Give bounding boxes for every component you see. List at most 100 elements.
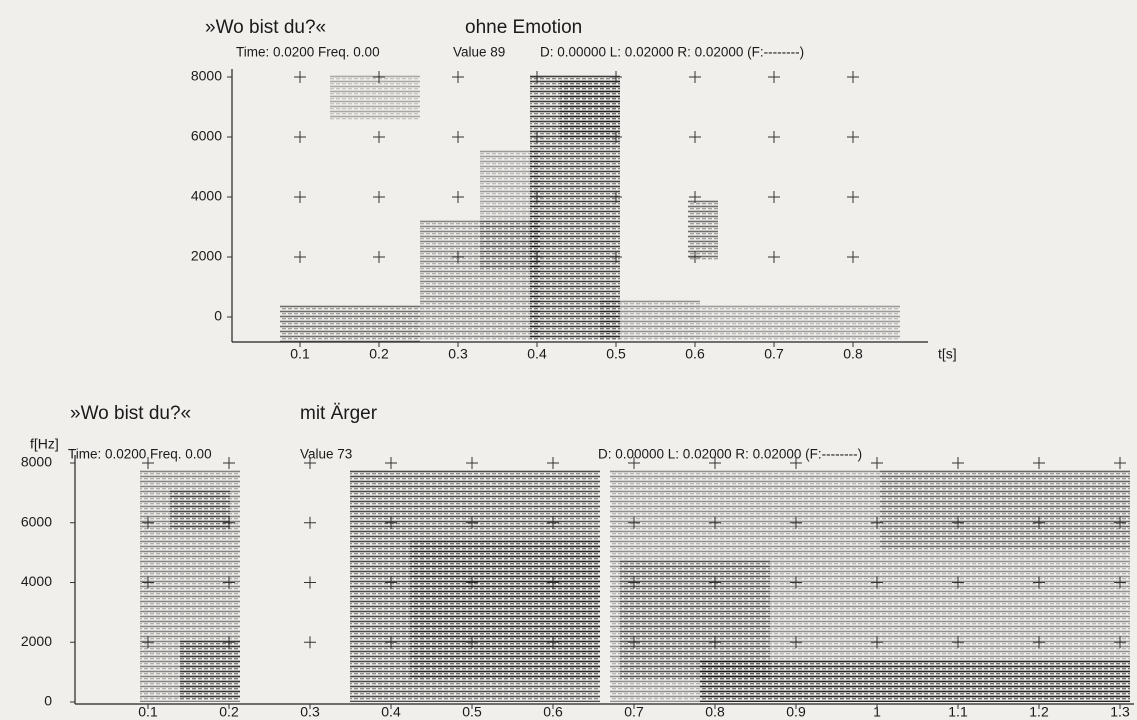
grid-cross [304,516,316,529]
x-tick-label: 0.3 [300,704,320,720]
phrase: »Wo bist du?« [205,17,326,38]
grid-cross [689,251,701,263]
grid-cross [709,576,721,589]
grid-cross [628,457,640,469]
grid-cross [385,576,397,589]
y-axis-label: f[Hz] [30,436,59,452]
x-tick-label: 1.2 [1029,704,1049,720]
info-window: D: 0.00000 L: 0.02000 R: 0.02000 (F:----… [540,45,804,60]
grid-cross [142,636,154,649]
grid-cross [709,636,721,649]
x-tick-label: 1.3 [1110,704,1130,720]
x-tick-label: 0.2 [369,346,389,362]
spectrogram-patch [280,305,420,343]
x-tick-label: 0.5 [462,704,482,720]
grid-cross [142,576,154,589]
info-value: Value 89 [453,45,505,60]
y-tick-label: 8000 [21,454,52,470]
grid-cross [547,576,559,589]
grid-cross [531,191,543,203]
grid-cross [952,516,964,529]
grid-cross [452,191,464,203]
grid-cross [1114,457,1126,469]
grid-cross [790,457,802,469]
x-axis-label: t[s] [938,346,957,362]
grid-cross [1114,516,1126,529]
y-tick-label: 6000 [191,128,222,144]
grid-cross [547,516,559,529]
grid-cross [466,516,478,529]
grid-cross [223,576,235,589]
grid-cross [952,636,964,649]
spectrogram-patch [600,300,700,340]
spectrogram-texture [140,75,1130,702]
grid-cross [304,636,316,649]
x-tick-label: 0.4 [527,346,547,362]
grid-cross [373,191,385,203]
grid-cross [871,516,883,529]
x-tick-label: 0.8 [843,346,863,362]
info-value: Value 73 [300,447,352,462]
spectrogram-patch [330,75,420,120]
grid-cross [452,131,464,143]
y-tick-label: 0 [44,693,52,709]
grid-cross [847,191,859,203]
grid-cross [142,516,154,529]
spectrogram-patch [880,470,1130,550]
grid-cross [531,131,543,143]
x-tick-label: 0.1 [138,704,158,720]
grid-cross [452,251,464,263]
grid-cross [466,576,478,589]
grid-cross [142,457,154,469]
grid-cross [373,131,385,143]
x-tick-label: 1 [873,704,881,720]
grid-cross [790,636,802,649]
grid-cross [768,131,780,143]
info-window: D: 0.00000 L: 0.02000 R: 0.02000 (F:----… [598,447,862,462]
grid-cross [373,251,385,263]
y-tick-label: 2000 [191,248,222,264]
x-tick-label: 0.7 [764,346,784,362]
grid-cross [871,636,883,649]
grid-cross [1033,636,1045,649]
grid-cross [847,71,859,83]
x-tick-label: 0.9 [786,704,806,720]
y-tick-label: 8000 [191,68,222,84]
grid-cross [385,636,397,649]
grid-cross [1114,576,1126,589]
x-tick-label: 0.4 [381,704,401,720]
grid-cross [385,457,397,469]
grid-cross [294,191,306,203]
x-tick-label: 0.6 [543,704,563,720]
x-tick-label: 0.3 [448,346,468,362]
x-tick-label: 0.1 [290,346,310,362]
grid-cross [547,636,559,649]
grid-cross [610,191,622,203]
grid-cross [768,251,780,263]
grid-cross [373,71,385,83]
grid-cross [304,576,316,589]
grid-cross [304,457,316,469]
grid-cross [1114,636,1126,649]
grid-cross [628,636,640,649]
x-tick-label: 1.1 [948,704,968,720]
info-time: Time: 0.0200 Freq. 0.00 [236,45,380,60]
y-tick-label: 0 [214,308,222,324]
grid-cross [547,457,559,469]
emotion: mit Ärger [300,403,378,424]
grid-cross [768,191,780,203]
x-tick-label: 0.5 [606,346,626,362]
y-tick-label: 6000 [21,513,52,529]
grid-cross [628,516,640,529]
x-tick-label: 0.8 [705,704,725,720]
grid-cross [768,71,780,83]
y-tick-label: 2000 [21,633,52,649]
grid-cross [531,71,543,83]
grid-cross [531,251,543,263]
y-tick-label: 4000 [21,573,52,589]
spectrogram-patch [688,200,718,260]
spectrogram-patch [180,640,240,700]
x-tick-label: 0.2 [219,704,239,720]
grid-cross [610,131,622,143]
grid-cross [1033,576,1045,589]
